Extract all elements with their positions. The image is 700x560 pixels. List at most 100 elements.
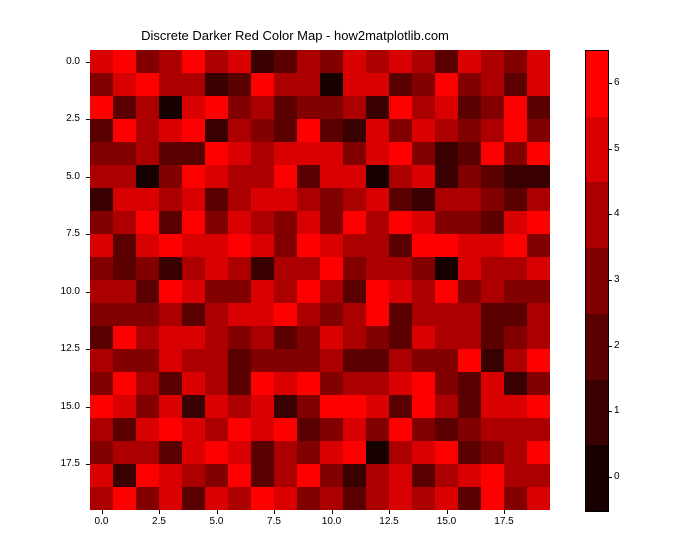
x-tick-label: 0.0	[90, 516, 114, 527]
heatmap-cell	[274, 188, 297, 211]
heatmap-cell	[297, 418, 320, 441]
heatmap-cell	[228, 188, 251, 211]
heatmap-cell	[435, 349, 458, 372]
heatmap-cell	[343, 257, 366, 280]
heatmap-cell	[458, 211, 481, 234]
x-tick-label: 15.0	[435, 516, 459, 527]
heatmap-cell	[481, 487, 504, 510]
heatmap-cell	[113, 280, 136, 303]
heatmap-cell	[136, 441, 159, 464]
heatmap-cell	[113, 418, 136, 441]
heatmap-cell	[389, 349, 412, 372]
heatmap-cell	[504, 188, 527, 211]
heatmap-cell	[136, 487, 159, 510]
heatmap-cell	[366, 303, 389, 326]
heatmap-cell	[90, 464, 113, 487]
heatmap-cell	[412, 142, 435, 165]
heatmap-cell	[159, 142, 182, 165]
heatmap-cell	[90, 165, 113, 188]
heatmap-cell	[343, 211, 366, 234]
heatmap-cell	[527, 188, 550, 211]
heatmap-cell	[205, 96, 228, 119]
heatmap-cell	[90, 280, 113, 303]
heatmap-cell	[297, 464, 320, 487]
heatmap-cell	[481, 119, 504, 142]
heatmap-cell	[297, 211, 320, 234]
heatmap-cell	[90, 349, 113, 372]
heatmap-cell	[343, 96, 366, 119]
heatmap-cell	[228, 234, 251, 257]
heatmap-cell	[412, 73, 435, 96]
colorbar-segment	[586, 117, 608, 183]
colorbar-segment	[586, 380, 608, 446]
heatmap-cell	[205, 441, 228, 464]
figure: Discrete Darker Red Color Map - how2matp…	[0, 0, 700, 560]
heatmap-cell	[90, 119, 113, 142]
heatmap-cell	[228, 257, 251, 280]
heatmap-cell	[435, 257, 458, 280]
heatmap-cell	[412, 211, 435, 234]
heatmap-cell	[320, 349, 343, 372]
heatmap-cell	[159, 349, 182, 372]
heatmap-cell	[504, 234, 527, 257]
heatmap-cell	[228, 165, 251, 188]
colorbar-tick-label: 3	[614, 274, 620, 285]
heatmap-cell	[159, 441, 182, 464]
heatmap-cell	[481, 165, 504, 188]
heatmap-cell	[251, 280, 274, 303]
heatmap-cell	[389, 50, 412, 73]
chart-title: Discrete Darker Red Color Map - how2matp…	[0, 28, 590, 43]
heatmap-cell	[504, 165, 527, 188]
heatmap-cell	[113, 326, 136, 349]
heatmap-cell	[90, 188, 113, 211]
heatmap-cell	[113, 349, 136, 372]
heatmap-cell	[90, 326, 113, 349]
heatmap-cell	[205, 326, 228, 349]
heatmap-cell	[366, 280, 389, 303]
heatmap-cell	[228, 119, 251, 142]
heatmap-cell	[366, 119, 389, 142]
heatmap-cell	[136, 418, 159, 441]
heatmap-cell	[412, 326, 435, 349]
heatmap-cell	[366, 142, 389, 165]
heatmap-cell	[458, 487, 481, 510]
heatmap-cell	[481, 280, 504, 303]
heatmap-cell	[366, 50, 389, 73]
colorbar-segment	[586, 248, 608, 314]
heatmap-cell	[228, 326, 251, 349]
heatmap-cell	[504, 257, 527, 280]
heatmap-cell	[205, 487, 228, 510]
heatmap-cell	[297, 395, 320, 418]
heatmap-cell	[182, 395, 205, 418]
heatmap-cell	[113, 257, 136, 280]
heatmap-cell	[90, 303, 113, 326]
x-tick-mark	[332, 510, 333, 514]
heatmap-cell	[343, 326, 366, 349]
heatmap-cell	[113, 464, 136, 487]
heatmap-cell	[228, 50, 251, 73]
heatmap-cell	[504, 326, 527, 349]
heatmap-cell	[343, 372, 366, 395]
heatmap-cell	[205, 211, 228, 234]
heatmap-cell	[458, 96, 481, 119]
heatmap-cell	[228, 418, 251, 441]
heatmap-cell	[297, 280, 320, 303]
heatmap-cell	[251, 142, 274, 165]
heatmap-cell	[251, 303, 274, 326]
heatmap-cell	[182, 280, 205, 303]
heatmap-cell	[389, 73, 412, 96]
heatmap-cell	[412, 50, 435, 73]
heatmap-cell	[504, 395, 527, 418]
heatmap-cell	[297, 142, 320, 165]
y-tick-mark	[86, 292, 90, 293]
heatmap-cell	[274, 487, 297, 510]
heatmap-cell	[412, 234, 435, 257]
y-tick-mark	[86, 234, 90, 235]
heatmap-cell	[527, 487, 550, 510]
heatmap-cell	[90, 395, 113, 418]
heatmap-cell	[228, 211, 251, 234]
heatmap-cell	[159, 50, 182, 73]
heatmap-cell	[182, 96, 205, 119]
heatmap-cell	[113, 73, 136, 96]
heatmap-cell	[389, 234, 412, 257]
